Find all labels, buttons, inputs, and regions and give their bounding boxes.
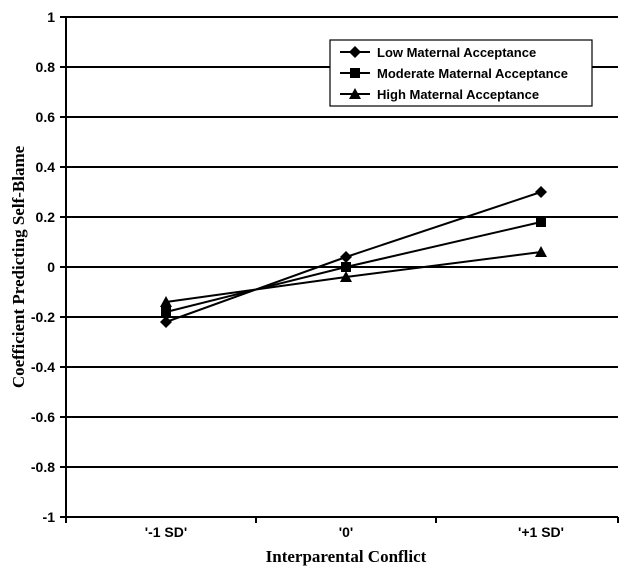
y-tick-label: -0.6 xyxy=(31,409,55,425)
data-point-triangle xyxy=(160,296,172,307)
series-line xyxy=(165,251,542,303)
x-tick-label: '0' xyxy=(339,524,353,540)
y-tick-label: -0.8 xyxy=(31,459,55,475)
y-tick-label: 0.2 xyxy=(36,209,56,225)
y-tick-label: 1 xyxy=(47,9,55,25)
x-tick-label: '+1 SD' xyxy=(518,524,564,540)
axes xyxy=(65,17,619,523)
legend-label: High Maternal Acceptance xyxy=(377,87,539,102)
x-axis-title: Interparental Conflict xyxy=(266,547,427,566)
legend-marker-square xyxy=(350,68,360,78)
y-tick-label: -0.4 xyxy=(31,359,55,375)
y-tick-label: 0.8 xyxy=(36,59,56,75)
data-point-square xyxy=(536,217,546,227)
series-line xyxy=(165,191,542,323)
y-tick-label: 0.4 xyxy=(36,159,56,175)
legend-box xyxy=(329,39,593,107)
legend-marker-diamond xyxy=(349,46,361,58)
legend-label: Moderate Maternal Acceptance xyxy=(377,66,568,81)
data-point-square xyxy=(341,262,351,272)
series-layer xyxy=(160,186,547,328)
data-point-diamond xyxy=(160,316,172,328)
y-axis-title: Coefficient Predicting Self-Blame xyxy=(9,145,28,388)
y-tick-label: 0.6 xyxy=(36,109,56,125)
data-point-triangle xyxy=(535,246,547,257)
y-tick-label: -0.2 xyxy=(31,309,55,325)
legend-marker-triangle xyxy=(349,88,361,99)
data-point-triangle xyxy=(340,271,352,282)
series-triangle xyxy=(160,246,547,307)
x-tick-labels: '-1 SD' '0' '+1 SD' xyxy=(145,524,564,540)
series-diamond xyxy=(160,186,547,328)
series-square xyxy=(161,217,546,317)
legend: Low Maternal Acceptance Moderate Maternal… xyxy=(329,39,593,107)
y-tick-labels: 1 0.8 0.6 0.4 0.2 0 -0.2 -0.4 -0.6 -0.8 -1 xyxy=(31,9,55,525)
legend-label: Low Maternal Acceptance xyxy=(377,45,536,60)
data-point-diamond xyxy=(340,251,352,263)
y-tick-label: -1 xyxy=(43,509,56,525)
data-point-square xyxy=(161,307,171,317)
x-tick-label: '-1 SD' xyxy=(145,524,187,540)
y-tick-label: 0 xyxy=(47,259,55,275)
data-point-diamond xyxy=(535,186,547,198)
